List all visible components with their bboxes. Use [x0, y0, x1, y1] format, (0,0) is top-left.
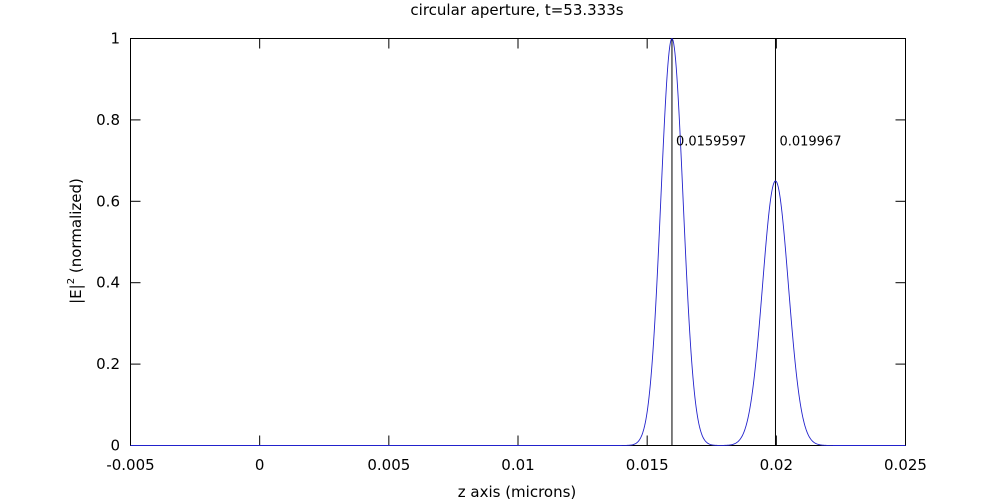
x-tick-label: 0.02	[760, 456, 793, 474]
chart-title: circular aperture, t=53.333s	[410, 1, 623, 19]
x-tick-label: 0	[255, 456, 265, 474]
y-tick-label: 0.8	[96, 111, 120, 129]
y-tick-label: 0.2	[96, 355, 120, 373]
peak-marker-labels: 0.0159597 0.019967	[676, 134, 842, 149]
y-axis-label-sup: 2	[66, 278, 77, 284]
x-axis-label: z axis (microns)	[458, 483, 577, 500]
x-tick-label: 0.01	[501, 456, 534, 474]
y-axis-label-rest: (normalized)	[67, 178, 85, 278]
plot-frame	[130, 38, 906, 446]
y-tick-label: 0.4	[96, 274, 120, 292]
y-axis-label: |E|2 (normalized)	[66, 178, 85, 304]
y-tick-label: 1	[110, 30, 120, 48]
x-tick-label: 0.005	[367, 456, 410, 474]
intensity-curve	[130, 38, 906, 446]
y-axis-label-base: |E|	[67, 284, 85, 304]
y-tick-labels: 0 0.2 0.4 0.6 0.8 1	[96, 30, 120, 455]
x-tick-label: -0.005	[106, 456, 154, 474]
peak-markers	[671, 38, 776, 446]
y-tick-label: 0.6	[96, 192, 120, 210]
peak-marker-label: 0.0159597	[676, 134, 746, 149]
y-tick-label: 0	[110, 437, 120, 455]
x-tick-label: 0.015	[626, 456, 669, 474]
peak-marker-label: 0.019967	[779, 134, 841, 149]
x-tick-label: 0.025	[884, 456, 927, 474]
axis-ticks	[130, 38, 906, 446]
x-tick-labels: -0.005 0 0.005 0.01 0.015 0.02 0.025	[106, 456, 927, 474]
